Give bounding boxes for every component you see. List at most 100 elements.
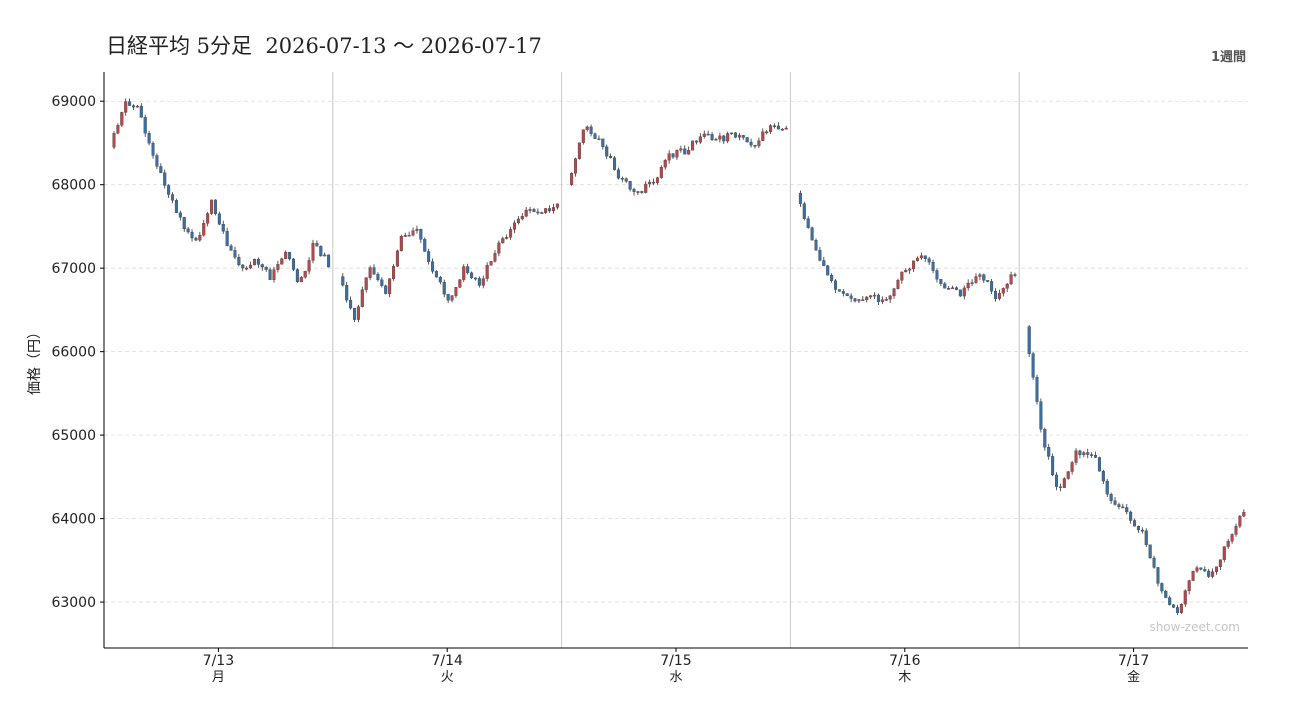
candle-body xyxy=(532,209,536,213)
candle-body xyxy=(213,199,217,214)
candle-body xyxy=(663,159,667,168)
candle-body xyxy=(659,166,663,178)
candle-body xyxy=(908,268,912,271)
candle-body xyxy=(640,191,644,193)
candle-body xyxy=(268,269,272,280)
candle-body xyxy=(997,293,1001,299)
candle-body xyxy=(675,150,679,158)
candle-body xyxy=(857,299,861,302)
candle-body xyxy=(272,269,276,280)
candle-body xyxy=(830,274,834,281)
candle-body xyxy=(237,257,241,266)
candle-body xyxy=(540,212,544,214)
candle-body xyxy=(221,224,225,232)
candle-body xyxy=(993,291,998,299)
candle-body xyxy=(802,203,806,219)
candle-body xyxy=(873,294,877,297)
candle-body xyxy=(210,199,214,214)
candle-body xyxy=(935,270,939,280)
candle-body xyxy=(388,278,392,294)
candle-body xyxy=(888,295,892,300)
candle-body xyxy=(438,276,442,283)
candle-body xyxy=(880,299,884,302)
candle-body xyxy=(1129,511,1133,521)
candle-body xyxy=(501,238,505,244)
candle-body xyxy=(1066,471,1070,479)
range-toggle-1week[interactable]: 1週間 xyxy=(1210,50,1246,65)
candles xyxy=(112,98,1246,616)
candle-body xyxy=(691,140,695,151)
candle-body xyxy=(597,138,601,141)
candle-body xyxy=(876,294,880,302)
candle-body xyxy=(1031,353,1035,378)
candle-body xyxy=(135,105,139,108)
candle-body xyxy=(551,207,556,212)
candle-body xyxy=(780,129,784,131)
candle-body xyxy=(990,281,994,292)
x-tick-date: 7/16 xyxy=(889,653,921,669)
candle-body xyxy=(1152,557,1156,568)
candle-body xyxy=(1144,530,1148,545)
candle-body xyxy=(849,295,853,299)
candle-body xyxy=(280,258,284,265)
candle-body xyxy=(620,177,624,180)
candle-body xyxy=(555,203,559,208)
y-tick-label: 66000 xyxy=(51,345,96,361)
candle-body xyxy=(1105,480,1109,495)
candle-body xyxy=(171,194,175,201)
candle-body xyxy=(368,267,372,278)
candle-body xyxy=(978,274,982,277)
candle-body xyxy=(252,258,256,266)
candle-body xyxy=(1054,474,1059,487)
candle-body xyxy=(470,272,474,279)
candle-body xyxy=(1013,274,1017,276)
candle-body xyxy=(190,231,194,239)
candle-body xyxy=(573,158,578,174)
candle-body xyxy=(1234,525,1238,535)
candle-body xyxy=(698,136,702,143)
gridlines xyxy=(104,100,1248,603)
candle-body xyxy=(1062,478,1066,488)
candle-body xyxy=(939,279,943,284)
candle-body xyxy=(1086,452,1090,455)
candle-body xyxy=(376,274,380,280)
candle-body xyxy=(291,258,296,270)
candle-body xyxy=(1097,457,1101,472)
candle-body xyxy=(431,261,435,272)
candle-body xyxy=(1078,450,1082,456)
candle-body xyxy=(151,142,155,156)
candle-body xyxy=(1242,512,1246,517)
candle-body xyxy=(776,125,780,130)
candle-body xyxy=(947,288,951,290)
candle-body xyxy=(1109,494,1113,501)
candle-body xyxy=(1058,486,1062,488)
candle-body xyxy=(1047,447,1051,457)
candle-body xyxy=(131,105,136,108)
candle-body xyxy=(1148,544,1152,559)
candle-body xyxy=(442,281,446,295)
candle-body xyxy=(497,242,501,254)
x-tick-labels: 7/13月 7/14火 7/15水 7/16木 7/17金 xyxy=(203,648,1149,685)
candle-body xyxy=(745,137,749,143)
candle-body xyxy=(1140,529,1144,532)
candle-body xyxy=(128,101,132,106)
candle-body xyxy=(116,125,120,134)
candle-body xyxy=(1043,429,1047,448)
candle-body xyxy=(636,191,640,193)
candle-body xyxy=(225,231,229,246)
candle-body xyxy=(1226,541,1230,547)
candle-body xyxy=(124,101,128,113)
candle-body xyxy=(1195,567,1199,572)
candle-body xyxy=(904,270,908,273)
candle-body xyxy=(1027,326,1031,354)
candle-body xyxy=(733,132,737,138)
candle-body xyxy=(249,264,253,269)
candle-body xyxy=(694,140,698,143)
candle-body xyxy=(644,183,648,193)
candle-body xyxy=(327,254,331,268)
candle-body xyxy=(718,135,722,140)
x-tick-weekday: 月 xyxy=(212,670,225,685)
x-tick-weekday: 木 xyxy=(898,670,911,685)
candle-body xyxy=(609,156,613,158)
candle-body xyxy=(570,173,574,185)
